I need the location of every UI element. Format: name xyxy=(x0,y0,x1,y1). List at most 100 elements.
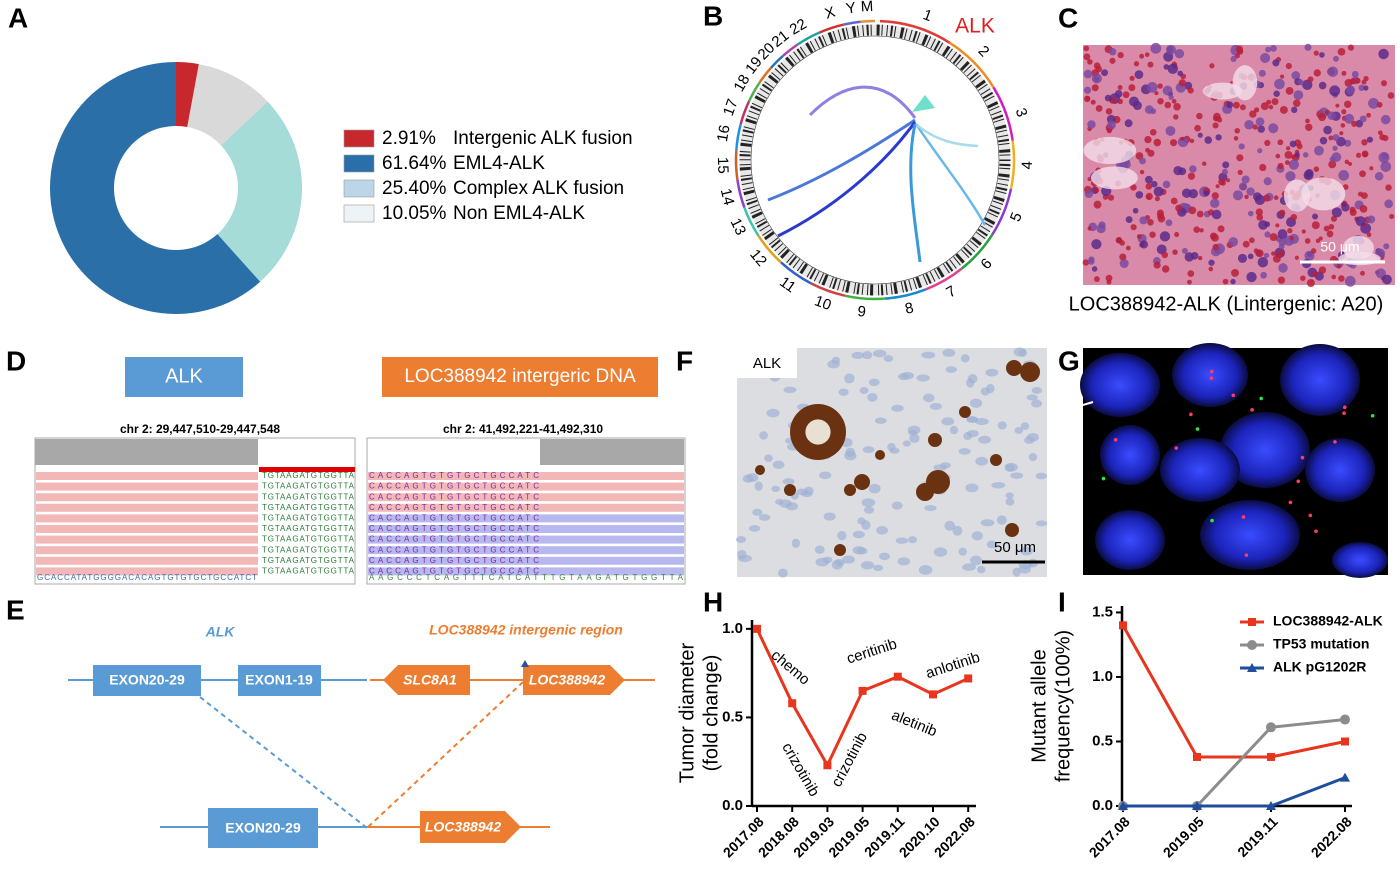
cell xyxy=(1342,184,1349,190)
fusion-link xyxy=(909,123,922,263)
legend-swatch xyxy=(343,179,375,198)
cell xyxy=(1256,214,1264,221)
cell xyxy=(1130,184,1137,191)
cell xyxy=(1197,255,1203,261)
fusion-link xyxy=(808,85,917,119)
cell xyxy=(1389,213,1395,219)
marker xyxy=(1266,801,1276,810)
cell xyxy=(1085,95,1090,100)
nucleus xyxy=(963,432,973,441)
cell xyxy=(1312,271,1318,277)
panel-label: B xyxy=(703,0,723,31)
chromosome-arc xyxy=(736,179,746,208)
cell xyxy=(1087,177,1092,182)
chromosome-label: 10 xyxy=(812,292,833,314)
cell xyxy=(1107,120,1116,130)
cell xyxy=(1332,145,1338,151)
series-line xyxy=(1123,718,1346,808)
nucleus xyxy=(772,460,785,469)
scale-bar-label: 50 μm xyxy=(1320,239,1359,255)
cell xyxy=(1201,161,1207,166)
chromosome-label: 21 xyxy=(769,27,793,51)
cell xyxy=(1306,279,1315,287)
chromosome-label: 11 xyxy=(776,273,799,296)
cell xyxy=(1199,228,1204,233)
cell xyxy=(1335,103,1340,108)
cell xyxy=(1170,197,1178,205)
fusion-link xyxy=(777,121,917,238)
gene-name: LOC388942 intergenic region xyxy=(429,622,623,638)
cell xyxy=(1318,81,1327,90)
read-seq: TGTAAGATGTGGTTA xyxy=(262,514,355,523)
cell xyxy=(1122,91,1130,99)
nucleus xyxy=(861,520,871,530)
chromosome-arc xyxy=(949,41,995,89)
nucleus xyxy=(978,435,992,444)
locus: chr 2: 41,492,221-41,492,310 xyxy=(443,422,603,436)
read xyxy=(368,546,684,555)
cell xyxy=(1304,250,1315,261)
probe-signal xyxy=(1314,529,1318,534)
cell xyxy=(1173,103,1181,111)
cell xyxy=(1175,204,1183,212)
y-axis-label: (fold change) xyxy=(700,655,722,772)
read-seq: TGTAAGATGTGGTTA xyxy=(262,492,355,501)
cell xyxy=(1314,145,1324,156)
gene-name: ALK xyxy=(205,624,236,640)
cell xyxy=(1181,247,1188,254)
cell xyxy=(1231,268,1239,277)
fusion-link xyxy=(912,95,935,112)
cell xyxy=(1130,224,1137,231)
cell xyxy=(1232,190,1244,201)
cell xyxy=(1228,237,1239,247)
cell xyxy=(1349,78,1357,85)
read-seq: TGTAAGATGTGGTTA xyxy=(262,567,355,576)
read xyxy=(368,472,684,480)
cell xyxy=(1190,252,1199,260)
cell xyxy=(1171,99,1177,104)
cell xyxy=(1230,278,1236,285)
nucleus xyxy=(1028,453,1038,462)
cell xyxy=(1290,213,1298,221)
nucleus xyxy=(958,547,968,556)
cell xyxy=(1360,270,1365,276)
cell xyxy=(1154,196,1160,202)
nucleus xyxy=(962,563,976,571)
cell xyxy=(1313,166,1320,172)
nucleus xyxy=(837,530,847,541)
chromosome-label: 12 xyxy=(746,246,770,270)
probe-signal xyxy=(1370,413,1375,418)
chromosome-label: 1 xyxy=(921,6,935,25)
probe-signal xyxy=(1300,455,1305,460)
cell xyxy=(1327,66,1339,77)
chromosome-arc xyxy=(960,234,994,270)
cell xyxy=(1272,254,1281,263)
read-seq: TGTAAGATGTGGTTA xyxy=(262,503,355,512)
nucleus xyxy=(975,417,989,426)
x-tick-label: 2019.11 xyxy=(1234,813,1281,860)
y-tick-label: 1.5 xyxy=(1092,603,1113,620)
read xyxy=(36,472,258,480)
cell xyxy=(1347,44,1355,51)
nucleus xyxy=(844,373,855,384)
cell xyxy=(1339,131,1344,136)
cell xyxy=(1087,120,1096,129)
cell xyxy=(1233,136,1239,141)
nucleus xyxy=(941,417,955,426)
cell xyxy=(1381,152,1389,160)
chromosome-label: 17 xyxy=(720,97,742,118)
cell xyxy=(1374,172,1384,181)
cell xyxy=(1260,53,1271,63)
nucleus xyxy=(1024,436,1035,444)
nucleus xyxy=(766,408,780,418)
cell xyxy=(1249,110,1257,118)
nucleus xyxy=(1005,497,1015,506)
cell xyxy=(1236,154,1244,162)
read-seq: TGTAAGATGTGGTTA xyxy=(262,535,355,544)
cell xyxy=(1313,50,1319,56)
gene-box-label: LOC388942 intergeric DNA xyxy=(404,366,636,387)
cell xyxy=(1366,136,1374,143)
nucleus xyxy=(748,525,761,532)
cell xyxy=(1291,106,1298,114)
cell xyxy=(1132,207,1139,214)
